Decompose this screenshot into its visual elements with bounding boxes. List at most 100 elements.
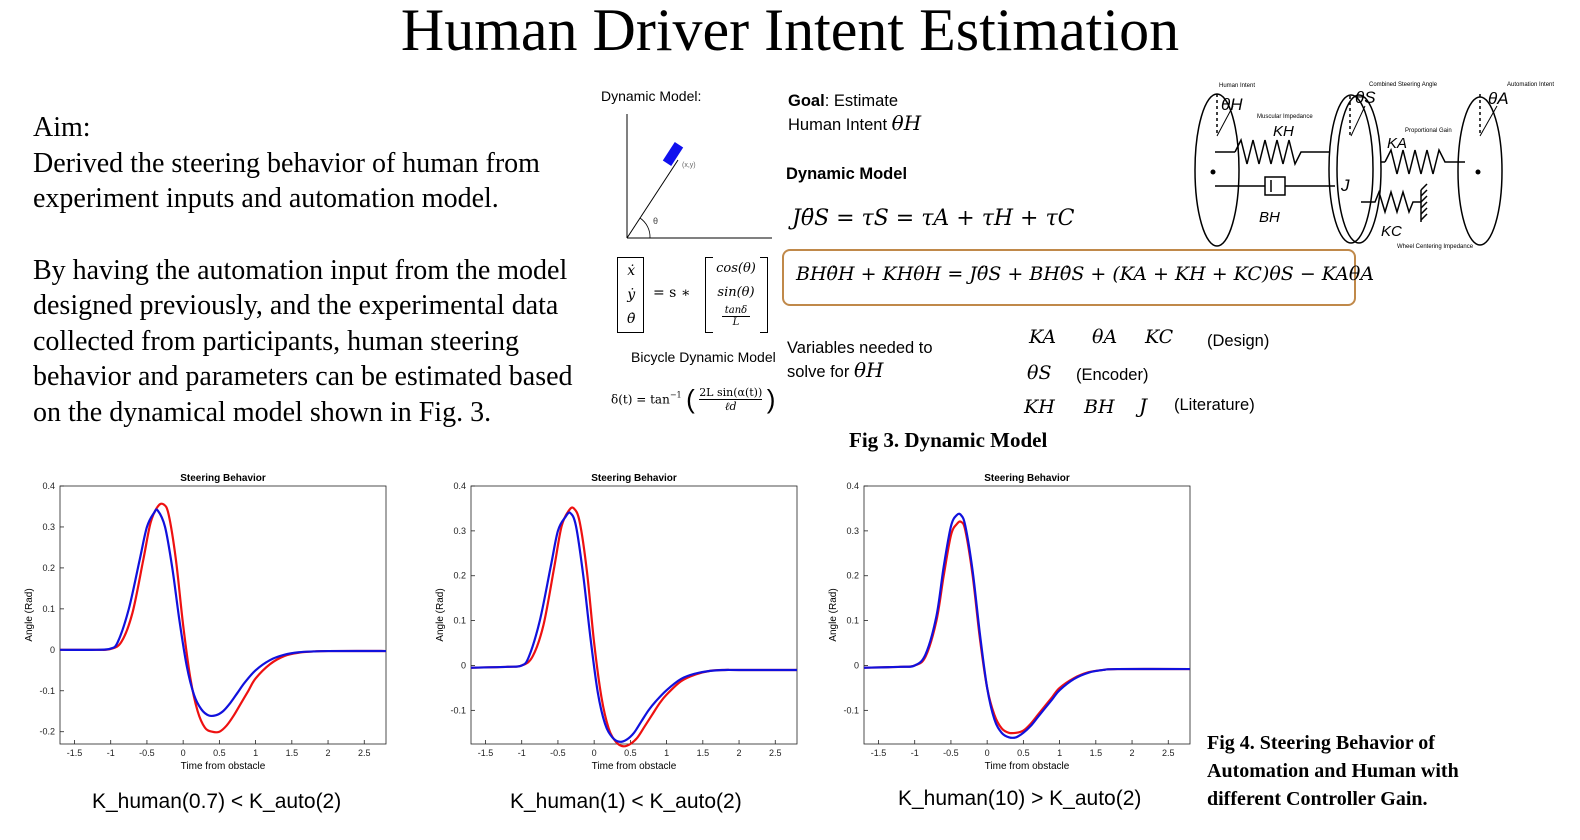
spring-ka: [1384, 147, 1465, 175]
label-auto-intent: Automation Intent: [1507, 82, 1554, 88]
label-combined: Combined Steering Angle: [1369, 82, 1438, 88]
rhs-sin: sin(θ): [717, 285, 755, 300]
variables-line2: solve for: [787, 363, 850, 381]
chart2-caption: K_human(1) < K_auto(2): [510, 790, 742, 813]
label-human-intent: Human Intent: [1219, 83, 1255, 89]
x-tick-label: 2.5: [358, 748, 371, 758]
y-tick-label: 0.3: [846, 526, 859, 536]
x-tick-label: 2: [326, 748, 331, 758]
x-tick-label: 2: [1130, 748, 1135, 758]
y-tick-label: 0.2: [42, 563, 55, 573]
goal-symbol: θH: [891, 111, 922, 135]
y-axis-label: Angle (Rad): [435, 588, 446, 641]
x-tick-label: -1.5: [871, 748, 887, 758]
var-design-tag: (Design): [1207, 332, 1270, 350]
bicycle-equation: ẋ ẏ θ̇ = s ∗ cos(θ) sin(θ) tanδ L: [617, 257, 772, 335]
label-wheel-centering: Wheel Centering Impedance: [1397, 244, 1474, 250]
x-tick-label: 2: [737, 748, 742, 758]
label-ka: KA: [1387, 135, 1407, 152]
rhs-prefix: = s ∗: [653, 285, 691, 301]
y-tick-label: 0.3: [42, 522, 55, 532]
label-muscular: Muscular Impedance: [1257, 114, 1313, 120]
delta-eq-sup: −1: [669, 390, 682, 400]
var-kc: KC: [1145, 326, 1174, 348]
steering-mechanism-diagram: Human Intent θH Muscular Impedance KH BH…: [1194, 82, 1554, 250]
x-tick-label: 1.5: [697, 748, 710, 758]
x-tick-label: 0.5: [213, 748, 226, 758]
label-theta-h: θH: [1221, 95, 1243, 114]
aim-line1: Derived the steering behavior of human f…: [33, 147, 540, 215]
variables-symbol: θH: [853, 358, 884, 382]
rhs-L: L: [732, 317, 740, 328]
goal-bold: Goal: [788, 92, 825, 110]
x-axis-label: Time from obstacle: [985, 761, 1070, 772]
plot-area: [470, 485, 798, 745]
series-line-blue: [59, 508, 387, 718]
y-tick-label: -0.2: [39, 727, 55, 737]
y-tick-label: 0.4: [846, 481, 859, 491]
y-tick-label: 0: [50, 645, 55, 655]
plot-area: [863, 485, 1191, 745]
y-tick-label: 0.2: [846, 571, 859, 581]
x-tick-label: -0.5: [139, 748, 155, 758]
dynamic-model-label: Dynamic Model:: [601, 88, 702, 104]
x-tick-label: 1: [253, 748, 258, 758]
y-tick-label: 0: [854, 660, 859, 670]
label-kh: KH: [1273, 123, 1294, 140]
x-tick-label: 1.5: [1090, 748, 1103, 758]
y-axis-label: Angle (Rad): [828, 588, 839, 641]
state-theta-dot: θ̇: [627, 311, 636, 327]
aim-heading: Aim:: [33, 112, 91, 143]
y-tick-label: 0.1: [453, 616, 466, 626]
state-x-dot: ẋ: [627, 263, 636, 279]
variables-line1: Variables needed to: [787, 339, 933, 357]
y-tick-label: 0.4: [453, 481, 466, 491]
aim-line2: By having the automation input from the …: [33, 254, 573, 428]
plot-area: [59, 485, 387, 745]
damper-bh: [1264, 176, 1286, 196]
goal-line2: Human Intent: [788, 116, 888, 134]
goal-block: Goal: Estimate Human Intent θH: [788, 90, 921, 136]
series-line-blue: [470, 511, 797, 743]
steering-wheel: [1336, 94, 1382, 244]
delta-denominator: ℓd: [724, 400, 737, 413]
y-tick-label: 0.2: [453, 571, 466, 581]
x-tick-label: -1: [911, 748, 919, 758]
steering-chart-1: -1.5 -1 -0.5 0 0.5 1 1.5 2 2.5 0.4 0.3 0.2 0.1 0 -0.1 -…: [24, 473, 387, 772]
y-tick-label: 0.3: [453, 526, 466, 536]
var-j: J: [1139, 394, 1148, 418]
x-tick-label: 0: [592, 748, 597, 758]
bicycle-sketch: (x,y) θ: [626, 114, 772, 239]
equation-box: [782, 249, 1356, 306]
y-tick-label: -0.1: [450, 705, 466, 715]
steering-angle-equation: δ(t) = tan−1 ( 2L sin(α(t)) ℓd ): [611, 384, 776, 414]
angle-label: θ: [653, 216, 658, 226]
x-tick-label: -1.5: [67, 748, 83, 758]
x-tick-label: 0.5: [1017, 748, 1030, 758]
bicycle-model-label: Bicycle Dynamic Model: [631, 349, 776, 365]
vehicle-marker: [662, 142, 684, 166]
fig4-caption: Fig 4. Steering Behavior of Automation a…: [1207, 732, 1459, 810]
rhs-tan: tanδ: [722, 305, 750, 317]
x-tick-label: 1: [1057, 748, 1062, 758]
x-tick-label: -0.5: [550, 748, 566, 758]
label-prop-gain: Proportional Gain: [1405, 128, 1452, 134]
equation-intent: BHθ̇H + KHθH = Jθ̈S + BHθ̇S + (KA + KH +…: [796, 263, 1375, 285]
series-line-blue: [863, 512, 1191, 739]
delta-eq-left: δ(t) = tan: [611, 392, 670, 407]
chart1-caption: K_human(0.7) < K_auto(2): [92, 790, 342, 813]
var-ka: KA: [1029, 326, 1057, 348]
var-literature-tag: (Literature): [1174, 396, 1255, 414]
equation-torque: Jθ̈S = τS = τA + τH + τC: [792, 206, 1075, 231]
chart-title: Steering Behavior: [591, 473, 677, 484]
page-title: Human Driver Intent Estimation: [400, 0, 1180, 63]
label-theta-a: θA: [1488, 89, 1509, 108]
y-tick-label: 0.1: [846, 616, 859, 626]
aim-text-block: Aim: Derived the steering behavior of hu…: [33, 110, 593, 430]
y-tick-label: 0: [461, 660, 466, 670]
x-tick-label: 1: [664, 748, 669, 758]
x-tick-label: 0: [985, 748, 990, 758]
x-tick-label: -1.5: [478, 748, 494, 758]
y-tick-label: -0.1: [39, 686, 55, 696]
y-tick-label: 0.1: [42, 604, 55, 614]
